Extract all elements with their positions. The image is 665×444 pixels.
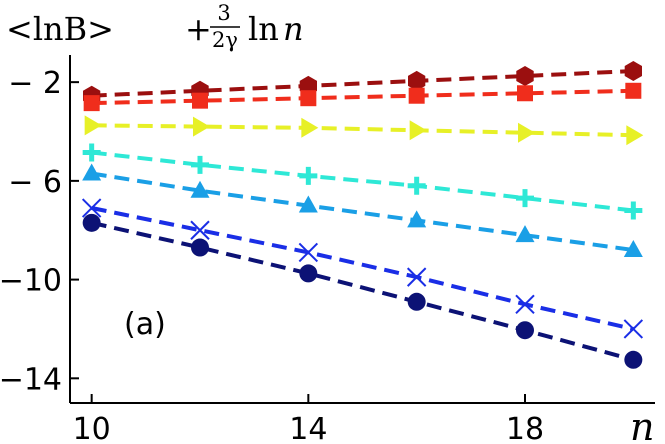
title-var: n <box>283 10 304 48</box>
data-point-x <box>406 267 427 287</box>
data-point-hexagon <box>408 70 426 91</box>
data-point-circle <box>624 350 643 369</box>
data-point-triangle-right <box>193 116 210 137</box>
data-point-triangle <box>407 210 427 228</box>
data-point-triangle <box>515 225 535 243</box>
series-line <box>91 88 634 106</box>
series-line <box>91 150 634 213</box>
data-point-plus <box>407 176 426 195</box>
data-point-plus <box>299 166 318 185</box>
data-point-circle <box>191 238 209 257</box>
title-fraction-denominator: 2γ <box>212 28 238 52</box>
plot-area <box>81 61 644 369</box>
title-plus: + <box>185 10 212 48</box>
data-point-plus <box>516 189 534 208</box>
y-tick-label: − 2 <box>8 66 62 101</box>
title-ln: ln <box>248 10 279 48</box>
data-point-plus <box>624 201 643 220</box>
x-tick-label: 14 <box>289 412 327 444</box>
y-tick-label: −10 <box>0 264 62 299</box>
series-4 <box>82 163 643 257</box>
data-point-hexagon <box>516 66 534 86</box>
series-line <box>91 206 634 331</box>
data-point-x <box>515 294 535 314</box>
data-point-circle <box>299 264 318 283</box>
panel-label: (a) <box>124 307 166 342</box>
series-6 <box>82 213 643 369</box>
chart-title: <lnB> + 3 2γ ln n <box>6 1 304 52</box>
data-point-square <box>408 87 425 104</box>
data-point-triangle <box>190 180 210 198</box>
title-lhs: <lnB> <box>6 10 114 48</box>
series-line <box>91 171 634 252</box>
axes: 10 14 18 − 2 − 6 −10 −14 <box>0 55 655 444</box>
series-line <box>91 69 634 98</box>
data-point-triangle <box>298 195 318 213</box>
y-tick-label: − 6 <box>8 165 62 200</box>
data-point-square <box>517 85 533 102</box>
data-point-x <box>298 242 319 263</box>
series-line <box>91 123 634 138</box>
data-point-circle <box>407 292 426 311</box>
data-point-plus <box>82 143 101 162</box>
x-tick-label: 10 <box>73 412 111 444</box>
data-point-triangle-right <box>301 117 319 138</box>
data-point-square <box>192 92 208 109</box>
data-point-hexagon <box>624 61 642 81</box>
x-tick-label: 18 <box>506 412 544 444</box>
data-point-plus <box>191 155 209 174</box>
data-point-x <box>623 319 644 339</box>
series-1 <box>83 82 642 112</box>
series-5 <box>81 198 644 339</box>
data-point-square <box>83 95 100 112</box>
x-axis-label: n <box>630 405 654 444</box>
title-fraction-numerator: 3 <box>217 1 230 25</box>
data-point-circle <box>516 321 534 340</box>
series-line <box>91 220 634 362</box>
data-point-circle <box>82 213 101 232</box>
data-point-triangle <box>82 163 102 181</box>
data-point-triangle-right <box>518 122 535 143</box>
data-point-triangle-right <box>409 120 427 141</box>
data-point-triangle-right <box>84 115 102 136</box>
data-point-square <box>625 82 642 99</box>
data-point-triangle <box>623 239 643 257</box>
data-point-square <box>300 90 317 107</box>
data-point-x <box>190 220 210 240</box>
data-point-x <box>81 198 102 218</box>
series-0 <box>83 61 642 106</box>
series-2 <box>84 115 644 146</box>
y-tick-label: −14 <box>0 362 62 397</box>
series-3 <box>82 143 643 220</box>
data-point-triangle-right <box>626 125 644 146</box>
